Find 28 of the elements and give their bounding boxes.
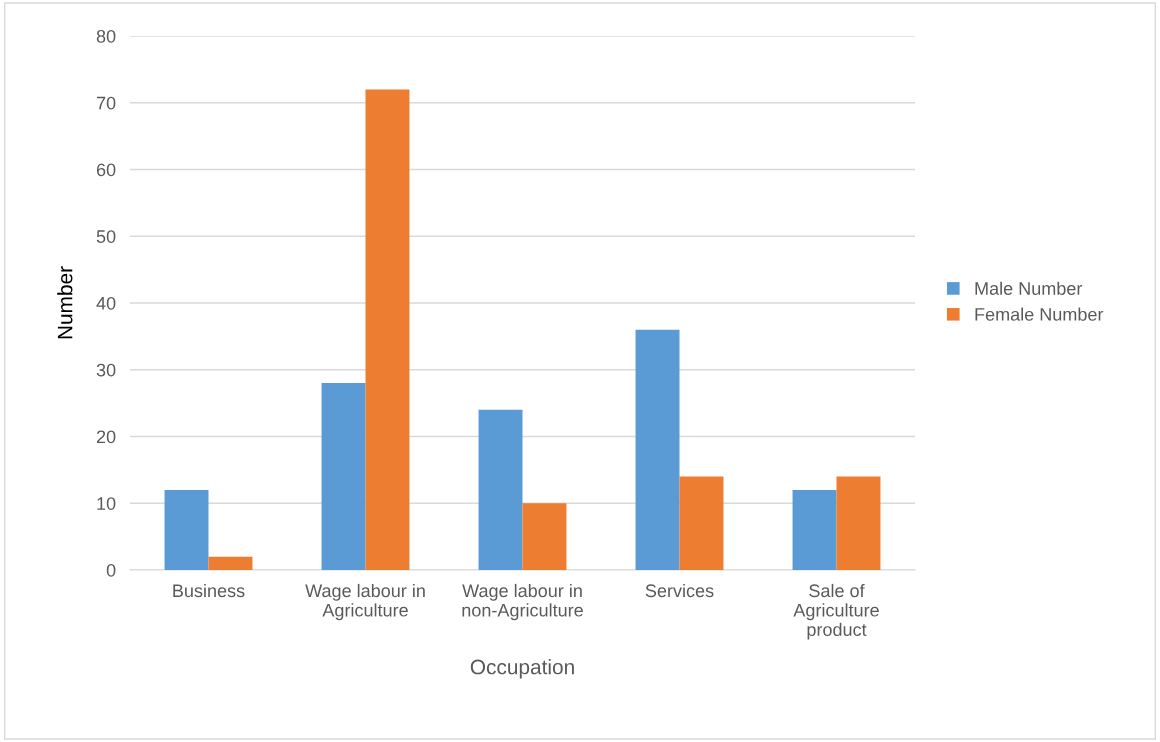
- y-tick-label: 80: [96, 29, 116, 43]
- bar: [836, 476, 881, 570]
- bar: [478, 409, 523, 570]
- legend-label: Female Number: [975, 307, 1104, 321]
- x-tick-label: Wage labour in Agriculture: [305, 583, 425, 621]
- x-tick-label: Business: [173, 583, 245, 598]
- bar: [208, 556, 253, 570]
- legend-label: Male Number: [975, 281, 1083, 295]
- y-tick-label: 10: [97, 497, 116, 510]
- y-tick-label: 30: [96, 363, 116, 377]
- y-tick-label: 20: [96, 430, 116, 444]
- bar: [321, 383, 366, 570]
- y-tick-label: 40: [96, 296, 116, 310]
- y-tick-label: 50: [96, 230, 116, 243]
- x-tick-label: Sale of Agriculture product: [793, 583, 879, 640]
- bar: [679, 476, 724, 570]
- bar: [522, 503, 567, 570]
- bar: [635, 329, 680, 570]
- y-tick-label: 0: [106, 563, 116, 577]
- x-tick-label: Wage labour in non-Agriculture: [462, 583, 583, 621]
- x-tick-label: Services: [645, 583, 714, 598]
- y-tick-label: 70: [96, 96, 116, 110]
- y-axis-title: Number: [57, 266, 73, 339]
- y-tick-label: 60: [96, 163, 116, 177]
- bar: [792, 489, 837, 570]
- bar: [365, 89, 410, 570]
- x-axis-title: Occupation: [470, 659, 574, 679]
- bar: [164, 489, 209, 570]
